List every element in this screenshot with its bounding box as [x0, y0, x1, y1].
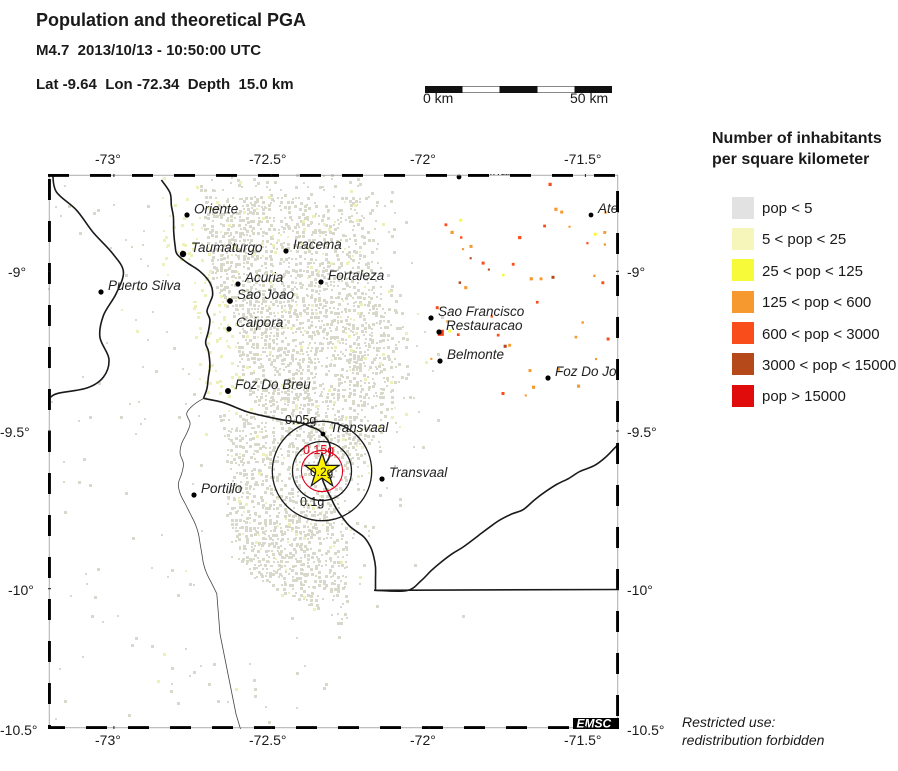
svg-text:0.2g: 0.2g	[310, 465, 333, 479]
svg-text:Taumaturgo: Taumaturgo	[191, 240, 263, 255]
svg-text:Aten: Aten	[597, 201, 619, 216]
svg-text:Acuria: Acuria	[244, 270, 284, 285]
svg-text:Transvaal: Transvaal	[389, 465, 448, 480]
svg-text:Restauracao: Restauracao	[446, 318, 523, 333]
svg-text:0.15g: 0.15g	[303, 443, 334, 457]
svg-text:Belmonte: Belmonte	[447, 347, 504, 362]
svg-text:0.05g: 0.05g	[285, 413, 316, 427]
svg-text:Portillo: Portillo	[201, 481, 243, 496]
svg-text:Fortaleza: Fortaleza	[328, 268, 385, 283]
svg-text:Sao Francisco: Sao Francisco	[438, 304, 525, 319]
svg-text:Sao Joao: Sao Joao	[237, 287, 295, 302]
svg-text:Puerto Silva: Puerto Silva	[108, 278, 181, 293]
svg-text:Caipora: Caipora	[236, 315, 284, 330]
svg-text:Foz Do Jordao: Foz Do Jordao	[555, 364, 619, 379]
svg-text:EMSC: EMSC	[577, 717, 612, 730]
svg-text:Transvaal: Transvaal	[330, 420, 389, 435]
svg-text:Iracema: Iracema	[293, 237, 342, 252]
svg-text:Foz Do Breu: Foz Do Breu	[235, 377, 311, 392]
svg-text:0.1g: 0.1g	[300, 495, 324, 509]
svg-text:Oriente: Oriente	[194, 202, 238, 217]
